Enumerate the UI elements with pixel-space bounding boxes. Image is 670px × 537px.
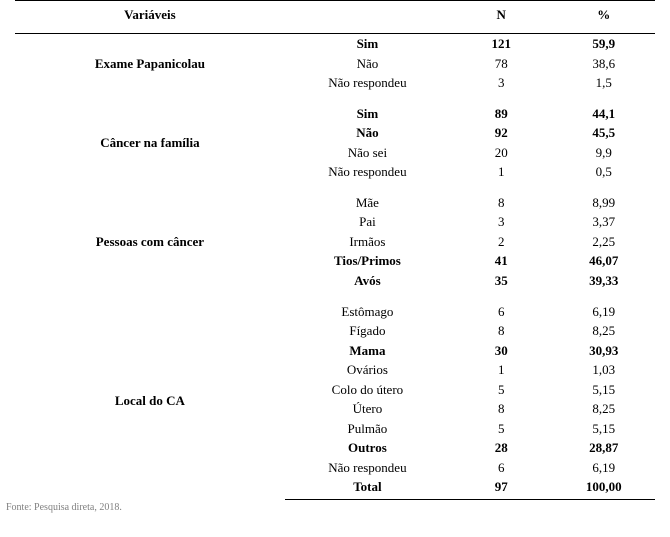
row-n: 41 [450,251,552,271]
row-category: Total [285,477,450,499]
group-label: Exame Papanicolau [15,34,285,93]
row-n: 8 [450,399,552,419]
row-n: 5 [450,419,552,439]
row-n: 6 [450,458,552,478]
row-n: 28 [450,438,552,458]
row-pct: 2,25 [552,232,655,252]
table-header: Variáveis N % [15,1,655,34]
row-pct: 46,07 [552,251,655,271]
row-pct: 5,15 [552,380,655,400]
table-body: Exame PapanicolauSim12159,9Não7838,6Não … [15,34,655,500]
table-row: Local do CAEstômago66,19 [15,291,655,322]
group-label: Câncer na família [15,93,285,182]
row-n: 78 [450,54,552,74]
row-category: Colo do útero [285,380,450,400]
row-n: 97 [450,477,552,499]
row-category: Tios/Primos [285,251,450,271]
source-note: Fonte: Pesquisa direta, 2018. [6,502,670,513]
row-pct: 9,9 [552,143,655,163]
row-pct: 0,5 [552,162,655,182]
row-category: Fígado [285,321,450,341]
row-category: Ovários [285,360,450,380]
row-category: Irmãos [285,232,450,252]
row-n: 5 [450,380,552,400]
row-pct: 8,25 [552,399,655,419]
row-n: 30 [450,341,552,361]
table-row: Pessoas com câncerMãe88,99 [15,182,655,213]
row-pct: 1,5 [552,73,655,93]
row-n: 1 [450,162,552,182]
row-category: Sim [285,93,450,124]
group-label: Pessoas com câncer [15,182,285,291]
row-pct: 8,99 [552,182,655,213]
row-pct: 1,03 [552,360,655,380]
row-pct: 44,1 [552,93,655,124]
row-pct: 59,9 [552,34,655,54]
page: Variáveis N % Exame PapanicolauSim12159,… [0,0,670,537]
group-label: Local do CA [15,291,285,500]
data-table: Variáveis N % Exame PapanicolauSim12159,… [15,0,655,500]
row-n: 1 [450,360,552,380]
row-pct: 3,37 [552,212,655,232]
header-variaveis: Variáveis [15,1,285,34]
row-category: Sim [285,34,450,54]
row-pct: 6,19 [552,291,655,322]
row-category: Avós [285,271,450,291]
row-category: Não respondeu [285,458,450,478]
row-n: 3 [450,73,552,93]
row-category: Não respondeu [285,162,450,182]
row-category: Não sei [285,143,450,163]
row-n: 8 [450,182,552,213]
row-category: Pulmão [285,419,450,439]
row-n: 3 [450,212,552,232]
row-category: Útero [285,399,450,419]
row-category: Mama [285,341,450,361]
row-pct: 5,15 [552,419,655,439]
row-pct: 45,5 [552,123,655,143]
row-pct: 6,19 [552,458,655,478]
header-n: N [450,1,552,34]
row-category: Estômago [285,291,450,322]
row-category: Não respondeu [285,73,450,93]
row-category: Mãe [285,182,450,213]
row-pct: 100,00 [552,477,655,499]
table-row: Câncer na famíliaSim8944,1 [15,93,655,124]
row-n: 35 [450,271,552,291]
header-pct: % [552,1,655,34]
row-n: 121 [450,34,552,54]
row-n: 6 [450,291,552,322]
row-pct: 38,6 [552,54,655,74]
row-pct: 28,87 [552,438,655,458]
row-n: 89 [450,93,552,124]
row-pct: 39,33 [552,271,655,291]
row-n: 20 [450,143,552,163]
row-pct: 30,93 [552,341,655,361]
row-n: 92 [450,123,552,143]
header-blank [285,1,450,34]
row-pct: 8,25 [552,321,655,341]
table-row: Exame PapanicolauSim12159,9 [15,34,655,54]
row-category: Não [285,123,450,143]
row-category: Outros [285,438,450,458]
row-category: Pai [285,212,450,232]
row-n: 8 [450,321,552,341]
row-n: 2 [450,232,552,252]
row-category: Não [285,54,450,74]
